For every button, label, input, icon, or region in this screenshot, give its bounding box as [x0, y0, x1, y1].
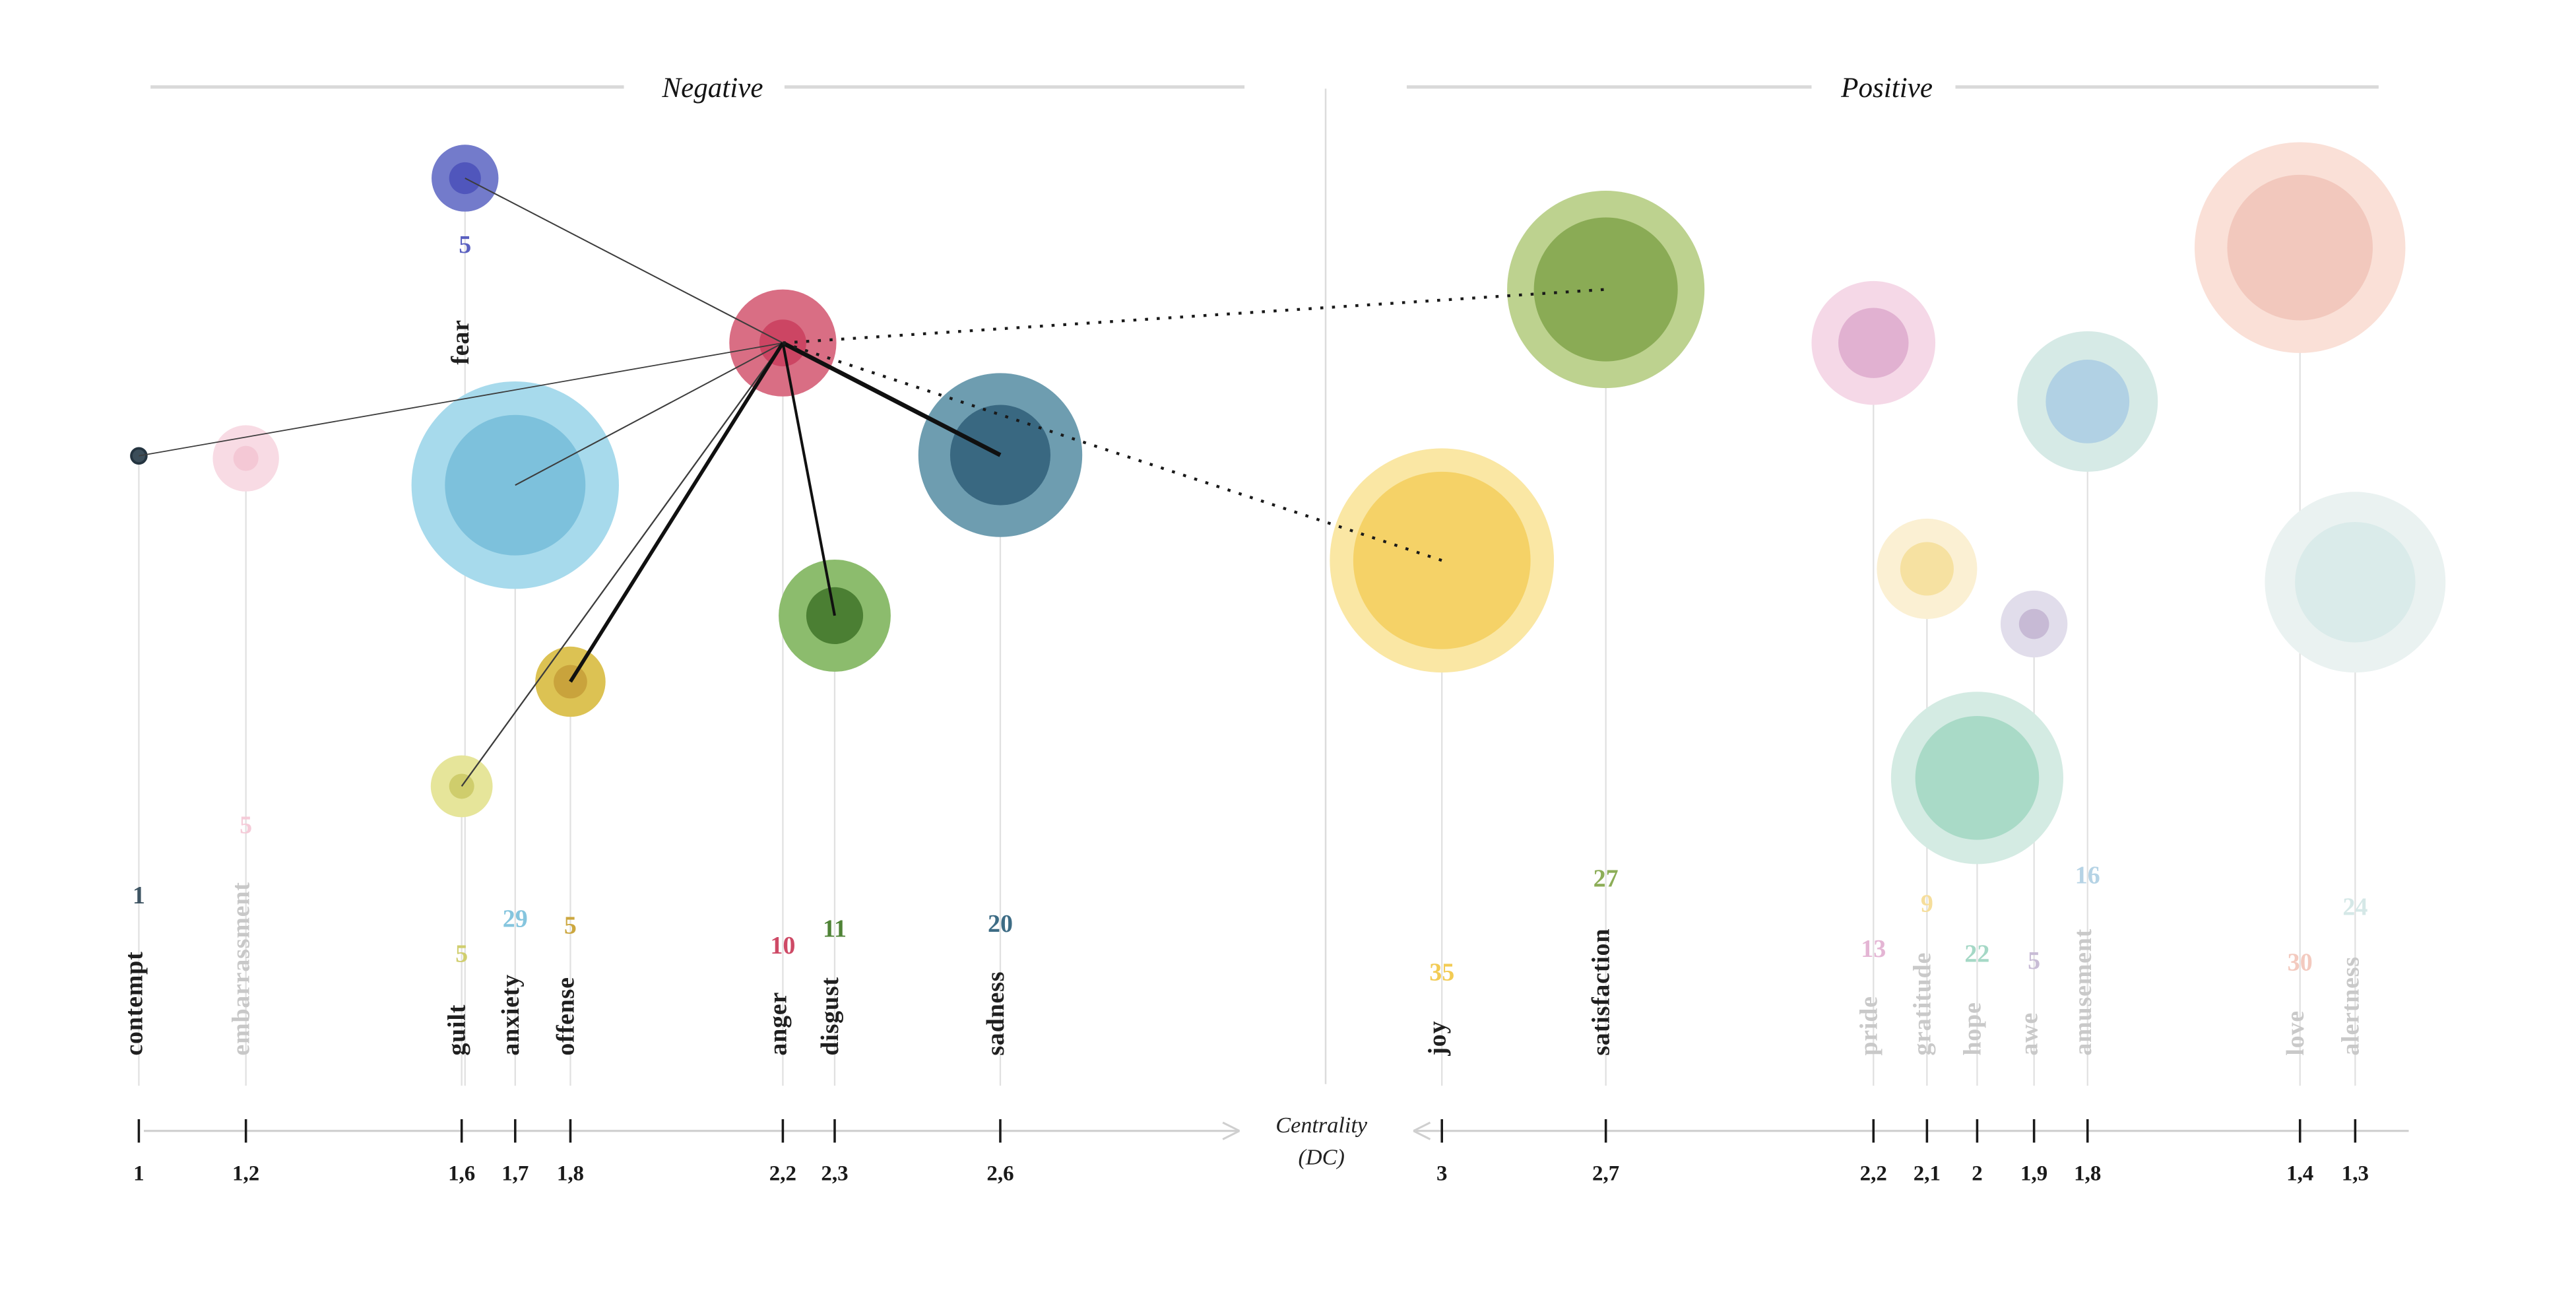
negative-axis-arrow-icon	[1222, 1121, 1240, 1140]
count-hope: 22	[1964, 940, 1989, 968]
label-sadness: sadness	[982, 971, 1010, 1056]
count-fear: 5	[459, 231, 471, 259]
bubble-core-hope	[1915, 716, 2040, 840]
count-pride: 13	[1861, 935, 1886, 963]
label-gratitude: gratitude	[1908, 952, 1936, 1056]
positive-section-title: Positive	[1841, 72, 1933, 104]
negative-header-rule-left	[150, 85, 624, 88]
tick-label-embarrassment: 1,2	[232, 1161, 259, 1185]
edge-anger-sadness	[781, 341, 1002, 457]
x-axis-title: Centrality	[1275, 1112, 1368, 1138]
bubble-core-awe	[2018, 608, 2049, 639]
bubble-core-pride	[1838, 308, 1909, 378]
count-amusement: 16	[2075, 862, 2100, 890]
tick-label-sadness: 2,6	[986, 1161, 1014, 1185]
tick-label-anger: 2,2	[769, 1161, 796, 1185]
tick-label-guilt: 1,6	[448, 1161, 475, 1185]
label-awe: awe	[2016, 1012, 2044, 1056]
bubble-core-embarrassment	[233, 445, 259, 471]
edge-anger-satisfaction-dotted	[783, 288, 1606, 344]
bubble-core-joy	[1353, 471, 1531, 649]
count-love: 30	[2288, 948, 2313, 976]
edge-anger-offense	[569, 342, 785, 683]
label-fear: fear	[447, 319, 474, 364]
edge-anger-contempt	[139, 342, 783, 457]
label-joy: joy	[1423, 1021, 1451, 1057]
x-axis-title-unit: (DC)	[1298, 1144, 1345, 1170]
count-anxiety: 29	[503, 905, 528, 932]
negative-header-rule-right	[784, 85, 1245, 88]
tick-label-disgust: 2,3	[821, 1161, 848, 1185]
label-alertness: alertness	[2336, 956, 2364, 1055]
count-guilt: 5	[455, 940, 468, 968]
label-embarrassment: embarrassment	[228, 882, 255, 1055]
label-guilt: guilt	[443, 1004, 471, 1056]
count-embarrassment: 5	[240, 811, 252, 839]
tick-label-amusement: 1,8	[2074, 1161, 2101, 1185]
label-anxiety: anxiety	[497, 974, 525, 1056]
tick-label-joy: 3	[1436, 1161, 1447, 1185]
edge-anger-anxiety	[515, 342, 783, 486]
edge-anger-fear	[465, 178, 783, 344]
count-alertness: 24	[2342, 894, 2367, 921]
bubble-core-fear	[449, 162, 481, 195]
bubble-core-alertness	[2295, 521, 2416, 643]
label-pride: pride	[1855, 996, 1883, 1055]
tick-label-hope: 2	[1972, 1161, 1982, 1185]
count-anger: 10	[770, 932, 795, 960]
negative-section-title: Negative	[662, 72, 763, 104]
bubble-core-amusement	[2045, 360, 2130, 443]
count-satisfaction: 27	[1594, 865, 1619, 893]
count-offense: 5	[564, 912, 577, 940]
label-anger: anger	[764, 992, 792, 1056]
edge-anger-disgust	[781, 342, 836, 616]
positive-header-rule-right	[1955, 85, 2379, 88]
count-joy: 35	[1429, 959, 1454, 987]
tick-label-gratitude: 2,1	[1914, 1161, 1941, 1185]
label-satisfaction: satisfaction	[1588, 929, 1615, 1056]
count-contempt: 1	[133, 882, 145, 909]
tick-label-awe: 1,9	[2020, 1161, 2047, 1185]
bubble-core-gratitude	[1900, 542, 1954, 596]
positive-header-rule-left	[1406, 85, 1812, 88]
tick-label-anxiety: 1,7	[501, 1161, 529, 1185]
count-disgust: 11	[823, 915, 847, 943]
positive-axis-arrow-icon	[1413, 1121, 1431, 1140]
tick-label-contempt: 1	[133, 1161, 144, 1185]
bubble-core-satisfaction	[1533, 217, 1678, 362]
section-divider	[1324, 88, 1327, 1084]
edge-anger-guilt	[461, 342, 784, 787]
label-contempt: contempt	[120, 951, 148, 1055]
count-awe: 5	[2028, 947, 2040, 975]
tick-label-offense: 1,8	[557, 1161, 584, 1185]
tick-label-love: 1,4	[2286, 1161, 2313, 1185]
tick-label-satisfaction: 2,7	[1592, 1161, 1619, 1185]
label-love: love	[2282, 1010, 2309, 1056]
tick-label-pride: 2,2	[1860, 1161, 1887, 1185]
label-hope: hope	[1959, 1002, 1987, 1055]
count-sadness: 20	[988, 910, 1013, 938]
bubble-core-love	[2227, 174, 2373, 321]
label-disgust: disgust	[816, 977, 844, 1055]
label-amusement: amusement	[2069, 929, 2097, 1056]
count-gratitude: 9	[1921, 890, 1933, 918]
label-offense: offense	[552, 977, 580, 1055]
tick-label-alertness: 1,3	[2342, 1161, 2369, 1185]
